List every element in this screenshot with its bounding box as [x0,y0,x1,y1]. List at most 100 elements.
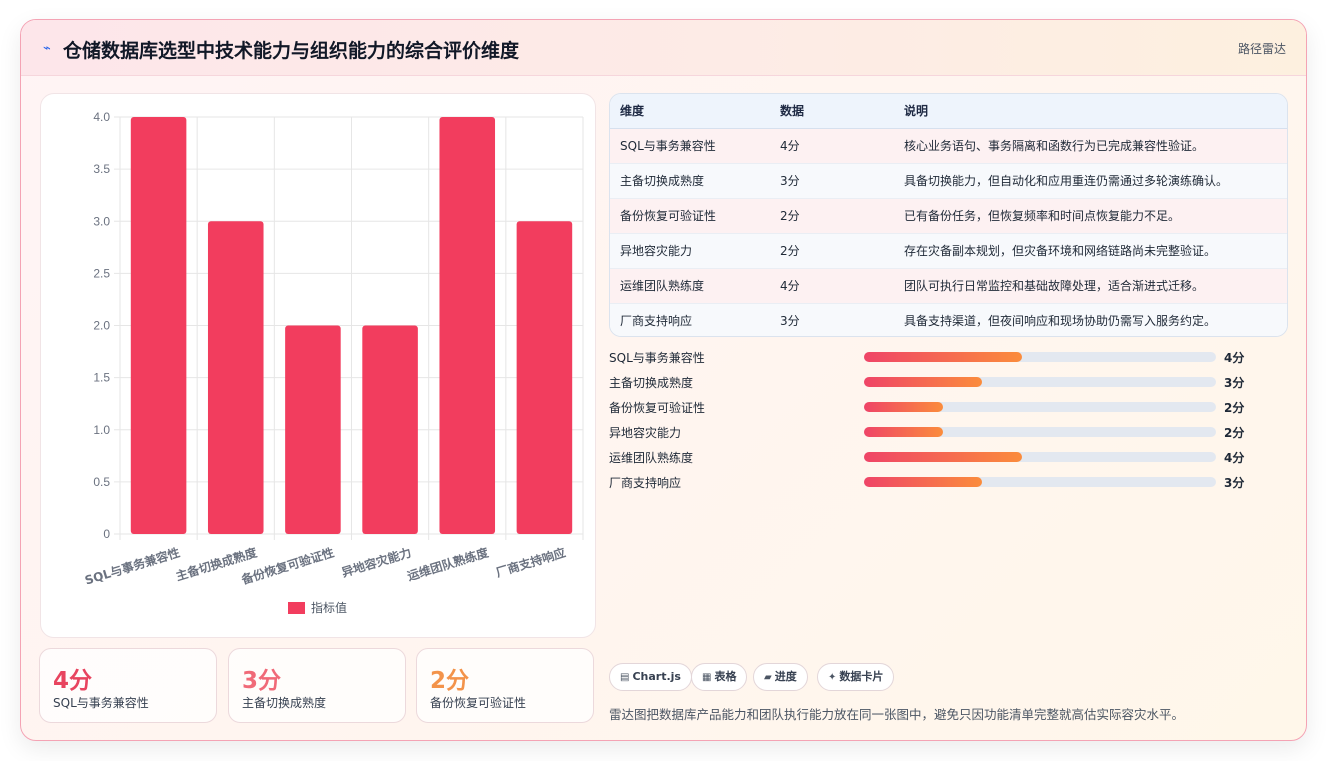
cell-description: 具备切换能力，但自动化和应用重连仍需通过多轮演练确认。 [904,174,1229,188]
cell-description: 核心业务语句、事务隔离和函数行为已完成兼容性验证。 [904,139,1205,153]
stat-card: 4分 SQL与事务兼容性 [39,648,217,723]
progress-track [864,427,1216,437]
pill-label: 数据卡片 [839,670,884,683]
x-tick-label: SQL与事务兼容性 [83,545,182,588]
table-row: 备份恢复可验证性 2分 已有备份任务，但恢复频率和时间点恢复能力不足。 [610,198,1287,233]
progress-row: 运维团队熟练度 4分 [609,448,1289,466]
progress-label: 运维团队熟练度 [609,451,694,465]
progress-label: 备份恢复可验证性 [609,401,706,415]
stat-label: SQL与事务兼容性 [53,696,149,710]
bar [439,117,496,534]
bar [285,325,341,534]
progress-row: SQL与事务兼容性 4分 [609,348,1289,366]
pill-progress[interactable]: ▰ 进度 [753,663,808,691]
progress-track [864,477,1216,487]
progress-value: 4分 [1224,451,1245,465]
progress-value: 3分 [1224,476,1245,490]
footnote: 雷达图把数据库产品能力和团队执行能力放在同一张图中，避免只因功能清单完整就高估实… [609,707,1185,722]
stat-value: 4分 [53,668,93,694]
progress-value: 2分 [1224,426,1245,440]
table-header-dimension: 维度 [610,94,770,129]
cell-dimension: 异地容灾能力 [620,244,693,258]
stat-label: 备份恢复可验证性 [430,696,527,710]
table-header-value: 数据 [770,94,894,129]
cell-dimension: 备份恢复可验证性 [620,209,717,223]
progress-row: 异地容灾能力 2分 [609,423,1289,441]
cell-description: 具备支持渠道，但夜间响应和现场协助仍需写入服务约定。 [904,314,1217,329]
progress-fill [864,477,983,487]
stat-value: 3分 [242,668,282,694]
cell-dimension: 运维团队熟练度 [620,279,705,293]
pill-table[interactable]: ▦ 表格 [691,663,748,691]
y-tick-label: 3.0 [93,214,110,228]
progress-value: 3分 [1224,376,1245,390]
cell-dimension: 厂商支持响应 [620,314,693,329]
y-tick-label: 4.0 [93,110,110,124]
table-row: 主备切换成熟度 3分 具备切换能力，但自动化和应用重连仍需通过多轮演练确认。 [610,163,1287,198]
cell-value: 4分 [780,139,800,153]
progress-fill [864,352,1023,362]
progress-fill [864,402,944,412]
x-tick-label: 厂商支持响应 [494,545,567,580]
cell-value: 3分 [780,174,800,188]
cell-description: 团队可执行日常监控和基础故障处理，适合渐进式迁移。 [904,279,1205,293]
x-tick-label: 运维团队熟练度 [405,544,491,583]
stat-card: 2分备份恢复可验证性 [416,648,594,723]
cell-value: 4分 [780,279,800,293]
cell-description: 已有备份任务，但恢复频率和时间点恢复能力不足。 [904,209,1181,223]
y-tick-label: 2.5 [93,266,110,280]
cell-value: 2分 [780,209,800,223]
progress-fill [864,377,983,387]
progress-row: 备份恢复可验证性 2分 [609,398,1289,416]
legend-swatch [288,602,305,614]
progress-fill [864,427,944,437]
bar [362,325,418,534]
table-row: 厂商支持响应 3分 具备支持渠道，但夜间响应和现场协助仍需写入服务约定。 [610,303,1287,336]
pill-label: Chart.js [632,670,681,683]
stat-card: 3分主备切换成熟度 [228,648,406,723]
bar-chart: 4.03.53.02.52.01.51.00.50SQL与事务兼容性主备切换成熟… [83,110,584,615]
bar-chart-panel: 4.0 3.5 3.0 2.5 2.0 1.5 1.0 0.5 0 SQL与事务兼容性 主备切换成熟… [40,93,596,638]
table-header-row: 维度 数据 说明 [610,94,1287,129]
cell-description: 存在灾备副本规划，但灾备环境和网络链路尚未完整验证。 [904,244,1217,258]
table-icon: ▦ [702,672,712,683]
progress-track [864,352,1216,362]
progress-row: 厂商支持响应 3分 [609,473,1289,491]
cell-dimension: 主备切换成熟度 [620,174,705,188]
y-tick-label: 1.5 [93,371,110,385]
sparkle-icon: ✦ [828,672,837,683]
progress-track [864,402,1216,412]
cell-dimension: SQL与事务兼容性 [620,139,716,153]
progress-icon: ▰ [764,672,772,683]
stat-label: 主备切换成熟度 [242,696,327,710]
y-tick-label: 0.5 [93,475,110,489]
y-tick-label: 3.5 [93,162,110,176]
progress-value: 4分 [1224,351,1245,365]
legend-label: 指标值 [311,600,347,615]
bar [130,117,187,534]
progress-track [864,377,1216,387]
y-tick-label: 0 [103,527,110,541]
progress-value: 2分 [1224,401,1245,415]
y-tick-label: 1.0 [93,423,110,437]
table-row: SQL与事务兼容性 4分 核心业务语句、事务隔离和函数行为已完成兼容性验证。 [610,128,1287,163]
chart-line-icon: ⌁ [43,41,51,56]
data-table: 维度 数据 说明 SQL与事务兼容性 4分 核心业务语句、事务隔离和函数行为已完成兼… [609,93,1288,337]
progress-row: 主备切换成熟度 3分 [609,373,1289,391]
header-tag[interactable]: 路径雷达 [1237,42,1286,56]
x-tick-label: 异地容灾能力 [340,545,413,580]
progress-label: 厂商支持响应 [609,476,682,490]
chart-icon: ▤ [620,672,630,683]
y-tick-label: 2.0 [93,319,110,333]
table-header-description: 说明 [894,94,1287,129]
stat-value: 2分 [430,668,470,694]
pill-label: 进度 [774,670,797,683]
progress-label: 主备切换成熟度 [609,376,694,390]
bar [207,221,264,534]
progress-track [864,452,1216,462]
pill-sparkle[interactable]: ✦ 数据卡片 [817,663,895,691]
progress-label: SQL与事务兼容性 [609,351,705,365]
pill-chart[interactable]: ▤ Chart.js [609,663,692,691]
progress-label: 异地容灾能力 [609,426,682,440]
bar [516,221,573,534]
